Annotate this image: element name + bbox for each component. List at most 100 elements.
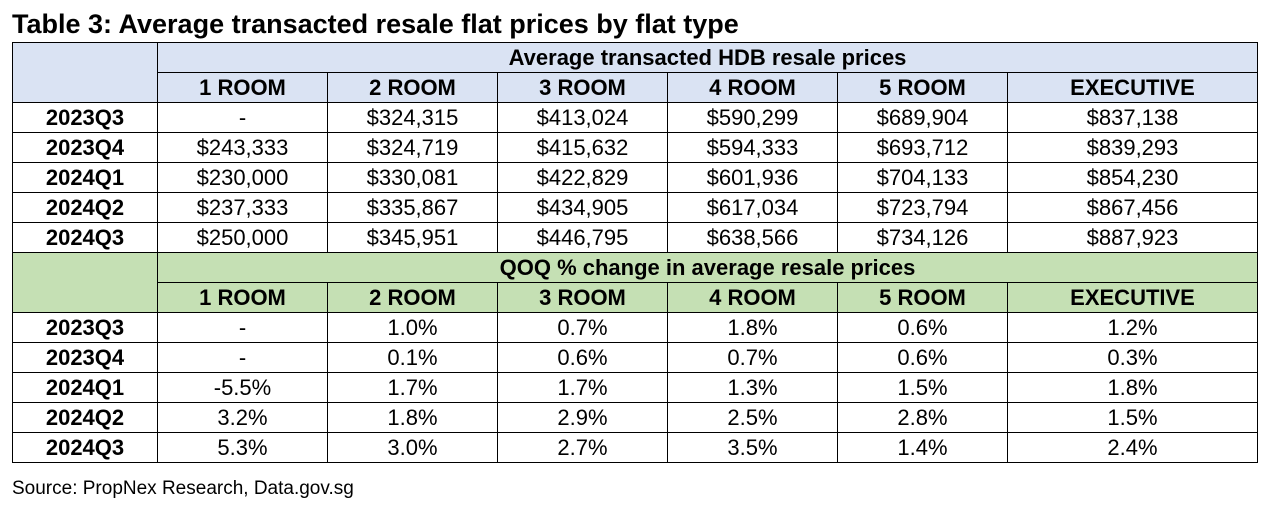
- table-cell: 1.7%: [327, 372, 498, 403]
- table-cell: $837,138: [1006, 102, 1259, 133]
- source-note: Source: PropNex Research, Data.gov.sg: [12, 478, 354, 499]
- table-row: 2024Q1 -5.5% 1.7% 1.7% 1.3% 1.5% 1.8%: [12, 372, 1259, 403]
- table-cell: 1.5%: [1006, 402, 1259, 433]
- column-header: 3 ROOM: [497, 282, 668, 313]
- table-cell: 2.9%: [497, 402, 668, 433]
- quarter-label: 2023Q3: [12, 312, 158, 343]
- table-cell: $638,566: [667, 222, 838, 253]
- table-cell: $723,794: [837, 192, 1008, 223]
- table-cell: $243,333: [157, 132, 328, 163]
- prices-corner-cell: [12, 42, 158, 103]
- column-header: EXECUTIVE: [1006, 72, 1259, 103]
- quarter-label: 2023Q4: [12, 132, 158, 163]
- table-cell: $250,000: [157, 222, 328, 253]
- table-row: 2023Q3- $324,315 $413,024 $590,299 $689,904 $…: [12, 102, 1259, 133]
- table-cell: $324,315: [327, 102, 498, 133]
- prices-column-header-row: 1 ROOM 2 ROOM 3 ROOM 4 ROOM 5 ROOM EXECUTIVE: [13, 72, 1259, 103]
- table-cell: 3.0%: [327, 432, 498, 463]
- table-row: 2024Q1 $230,000 $330,081 $422,829 $601,936 $7…: [12, 162, 1259, 193]
- quarter-label: 2024Q1: [12, 162, 158, 193]
- table-cell: $415,632: [497, 132, 668, 163]
- table-cell: $839,293: [1006, 132, 1259, 163]
- table-row: 2023Q4 $243,333 $324,719 $415,632 $594,333 $6…: [12, 132, 1259, 163]
- column-header: 2 ROOM: [327, 72, 498, 103]
- qoq-column-header-row: 1 ROOM 2 ROOM 3 ROOM 4 ROOM 5 ROOM EXECUTIVE: [13, 282, 1259, 313]
- quarter-label: 2024Q2: [12, 402, 158, 433]
- table-cell: $324,719: [327, 132, 498, 163]
- table-row: 2024Q3 5.3% 3.0% 2.7% 3.5% 1.4% 2.4%: [12, 432, 1259, 463]
- table-cell: 1.2%: [1006, 312, 1259, 343]
- table-cell: 1.8%: [327, 402, 498, 433]
- table-cell: $887,923: [1006, 222, 1259, 253]
- table-cell: 1.4%: [837, 432, 1008, 463]
- table-cell: 1.7%: [497, 372, 668, 403]
- table-cell: 1.0%: [327, 312, 498, 343]
- table-cell: 0.7%: [497, 312, 668, 343]
- table-cell: $590,299: [667, 102, 838, 133]
- qoq-section-header: QOQ % change in average resale prices: [156, 252, 1259, 283]
- column-header: 5 ROOM: [837, 72, 1008, 103]
- table-cell: 0.6%: [497, 342, 668, 373]
- quarter-label: 2023Q3: [12, 102, 158, 133]
- table-cell: 0.3%: [1006, 342, 1259, 373]
- table-title: Table 3: Average transacted resale flat …: [12, 9, 739, 39]
- table-row: 2024Q2 $237,333 $335,867 $434,905 $617,034 $7…: [12, 192, 1259, 223]
- table-cell: 2.7%: [497, 432, 668, 463]
- table-cell: $854,230: [1006, 162, 1259, 193]
- table-cell: 3.2%: [157, 402, 328, 433]
- table-cell: 0.7%: [667, 342, 838, 373]
- table-cell: $704,133: [837, 162, 1008, 193]
- table-cell: $345,951: [327, 222, 498, 253]
- column-header: 1 ROOM: [157, 282, 328, 313]
- table-cell: 2.5%: [667, 402, 838, 433]
- resale-prices-table: Average transacted HDB resale prices 1 RO…: [12, 42, 1259, 463]
- table-row: 2024Q2 3.2% 1.8% 2.9% 2.5% 2.8% 1.5%: [12, 402, 1259, 433]
- qoq-corner-cell: [12, 252, 158, 313]
- table-cell: -5.5%: [157, 372, 328, 403]
- table-cell: $693,712: [837, 132, 1008, 163]
- table-cell: $422,829: [497, 162, 668, 193]
- column-header: 1 ROOM: [157, 72, 328, 103]
- prices-section-header-row: Average transacted HDB resale prices: [12, 42, 1259, 103]
- table-cell: $734,126: [837, 222, 1008, 253]
- table-cell: -: [157, 102, 328, 133]
- table-cell: 0.6%: [837, 312, 1008, 343]
- table-cell: 0.1%: [327, 342, 498, 373]
- table-cell: $230,000: [157, 162, 328, 193]
- quarter-label: 2024Q3: [12, 222, 158, 253]
- column-header: 3 ROOM: [497, 72, 668, 103]
- table-cell: $689,904: [837, 102, 1008, 133]
- table-cell: 3.5%: [667, 432, 838, 463]
- table-row: 2023Q3-1.0% 0.7% 1.8% 0.6% 1.2%: [12, 312, 1259, 343]
- quarter-label: 2024Q2: [12, 192, 158, 223]
- table-cell: $413,024: [497, 102, 668, 133]
- table-cell: $335,867: [327, 192, 498, 223]
- table-row: 2024Q3 $250,000 $345,951 $446,795 $638,566 $7…: [12, 222, 1259, 253]
- column-header: EXECUTIVE: [1006, 282, 1259, 313]
- table-cell: 0.6%: [837, 342, 1008, 373]
- table-cell: -: [157, 312, 328, 343]
- table-cell: 1.8%: [1006, 372, 1259, 403]
- column-header: 2 ROOM: [327, 282, 498, 313]
- table-cell: 2.8%: [837, 402, 1008, 433]
- table-cell: $330,081: [327, 162, 498, 193]
- table-cell: $867,456: [1006, 192, 1259, 223]
- table-cell: $601,936: [667, 162, 838, 193]
- column-header: 4 ROOM: [667, 282, 838, 313]
- table-row: 2023Q4-0.1% 0.6% 0.7% 0.6% 0.3%: [12, 342, 1259, 373]
- table-cell: 1.5%: [837, 372, 1008, 403]
- table-cell: -: [157, 342, 328, 373]
- qoq-section-header-row: QOQ % change in average resale prices: [12, 252, 1259, 313]
- quarter-label: 2023Q4: [12, 342, 158, 373]
- table-cell: $617,034: [667, 192, 838, 223]
- prices-section-header: Average transacted HDB resale prices: [156, 42, 1259, 73]
- table-cell: 1.8%: [667, 312, 838, 343]
- table-cell: 2.4%: [1006, 432, 1259, 463]
- table-cell: $434,905: [497, 192, 668, 223]
- table-cell: 1.3%: [667, 372, 838, 403]
- table-cell: $446,795: [497, 222, 668, 253]
- table-cell: $594,333: [667, 132, 838, 163]
- quarter-label: 2024Q3: [12, 432, 158, 463]
- table-cell: $237,333: [157, 192, 328, 223]
